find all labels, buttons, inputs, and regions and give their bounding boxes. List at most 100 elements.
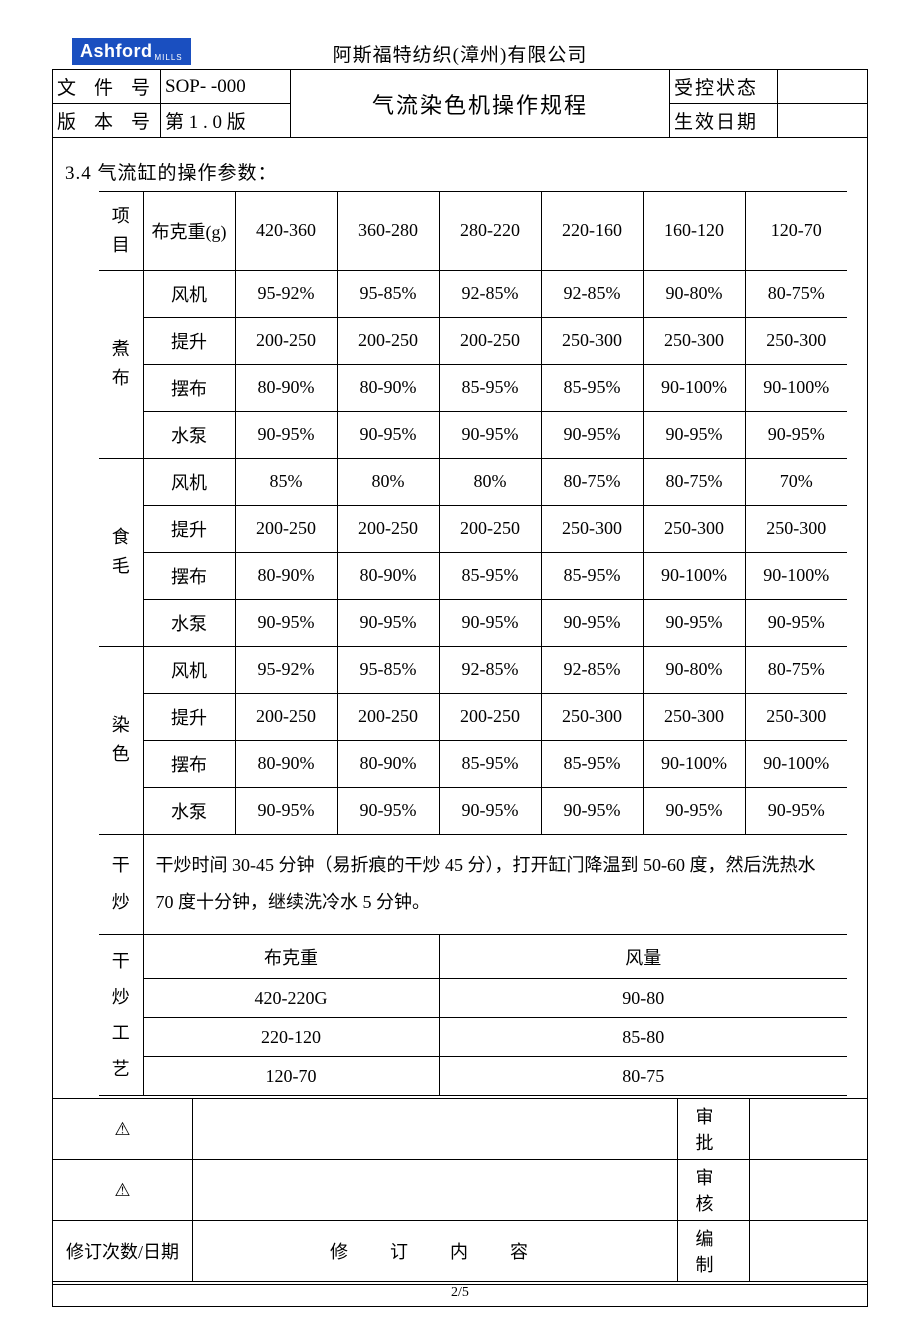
param-value: 90-100% [643,552,745,599]
param-value: 90-95% [745,599,847,646]
param-value: 90-95% [439,411,541,458]
group-name: 煮布 [99,270,143,458]
footer-r1-left: ⚠ [53,1099,193,1160]
param-label: 水泵 [143,599,235,646]
param-value: 90-95% [235,411,337,458]
col-range: 360-280 [337,192,439,271]
page: AshfordMILLS 阿斯福特纺织(漳州)有限公司 文 件 号 SOP- -… [0,0,920,1319]
table-header-row: 项目布克重(g)420-360360-280280-220220-160160-… [99,192,847,271]
param-value: 200-250 [235,505,337,552]
table-row: 提升200-250200-250200-250250-300250-300250… [99,317,847,364]
ctrl-label: 受控状态 [670,70,778,104]
param-value: 80-90% [235,552,337,599]
param-value: 90-95% [439,599,541,646]
col-cat: 项目 [99,192,143,271]
param-value: 90-95% [337,411,439,458]
dry-tech-val: 90-80 [439,979,847,1018]
param-value: 80% [439,458,541,505]
param-label: 摆布 [143,552,235,599]
page-number: 2/5 [52,1284,868,1301]
param-value: 85% [235,458,337,505]
param-value: 80-75% [643,458,745,505]
footer-r2-left: ⚠ [53,1160,193,1221]
dry-tech-val: 220-120 [143,1018,439,1057]
param-label: 提升 [143,505,235,552]
param-value: 90-95% [643,787,745,834]
dry-tech-row: 220-12085-80 [99,1018,847,1057]
dry-tech-row: 420-220G90-80 [99,979,847,1018]
param-value: 250-300 [541,505,643,552]
param-value: 95-85% [337,646,439,693]
dry-tech-val: 85-80 [439,1018,847,1057]
logo-sub: MILLS [155,53,183,62]
footer-r3-rlabel: 编制 [678,1221,750,1282]
param-label: 提升 [143,693,235,740]
footer-r1-mid [193,1099,678,1160]
param-value: 90-95% [643,411,745,458]
table-row: 提升200-250200-250200-250250-300250-300250… [99,693,847,740]
param-value: 200-250 [337,317,439,364]
param-value: 80-90% [235,740,337,787]
param-value: 250-300 [745,693,847,740]
footer-r1-rlabel: 审批 [678,1099,750,1160]
param-value: 80-90% [337,552,439,599]
param-label: 摆布 [143,740,235,787]
drying-row: 干炒干炒时间 30-45 分钟（易折痕的干炒 45 分），打开缸门降温到 50-… [99,834,847,935]
dry-tech-header: 干炒工艺布克重风量 [99,935,847,979]
param-value: 90-100% [643,364,745,411]
header-table: 文 件 号 SOP- -000 气流染色机操作规程 受控状态 版 本 号 第 1… [52,69,868,138]
param-value: 95-85% [337,270,439,317]
dry-tech-val: 120-70 [143,1057,439,1096]
param-value: 85-95% [439,552,541,599]
footer-r1-rval [750,1099,868,1160]
table-row: 染色风机95-92%95-85%92-85%92-85%90-80%80-75% [99,646,847,693]
param-value: 90-95% [439,787,541,834]
param-value: 90-100% [745,740,847,787]
param-value: 92-85% [541,270,643,317]
param-value: 200-250 [439,505,541,552]
param-value: 92-85% [439,270,541,317]
param-value: 80-75% [745,646,847,693]
col-range: 420-360 [235,192,337,271]
param-value: 90-95% [337,599,439,646]
param-label: 摆布 [143,364,235,411]
param-value: 90-95% [541,411,643,458]
param-value: 200-250 [439,317,541,364]
table-row: 煮布风机95-92%95-85%92-85%92-85%90-80%80-75% [99,270,847,317]
col-range: 220-160 [541,192,643,271]
param-value: 90-100% [745,364,847,411]
param-value: 90-95% [337,787,439,834]
param-value: 70% [745,458,847,505]
param-value: 95-92% [235,270,337,317]
param-value: 250-300 [643,505,745,552]
param-value: 85-95% [541,364,643,411]
param-value: 250-300 [745,505,847,552]
param-value: 250-300 [745,317,847,364]
param-value: 80-90% [235,364,337,411]
footer-r3-left: 修订次数/日期 [53,1221,193,1282]
table-row: 摆布80-90%80-90%85-95%85-95%90-100%90-100% [99,552,847,599]
param-label: 风机 [143,458,235,505]
param-value: 200-250 [337,693,439,740]
param-value: 90-100% [643,740,745,787]
col-range: 160-120 [643,192,745,271]
param-value: 95-92% [235,646,337,693]
ctrl-value [778,70,868,104]
param-value: 90-95% [541,599,643,646]
footer-r2-rval [750,1160,868,1221]
dry-tech-cat: 干炒工艺 [99,935,143,1096]
param-value: 85-95% [541,740,643,787]
param-label: 风机 [143,270,235,317]
param-value: 250-300 [541,693,643,740]
logo-text: Ashford [80,41,153,61]
param-value: 90-100% [745,552,847,599]
param-value: 80-75% [541,458,643,505]
param-label: 风机 [143,646,235,693]
param-label: 水泵 [143,411,235,458]
doc-no-value: SOP- -000 [161,70,291,104]
dry-tech-val: 80-75 [439,1057,847,1096]
group-name: 染色 [99,646,143,834]
param-value: 250-300 [643,317,745,364]
param-value: 90-80% [643,270,745,317]
footer-table: ⚠ 审批 ⚠ 审核 修订次数/日期 修 订 内 容 编制 [52,1098,868,1282]
